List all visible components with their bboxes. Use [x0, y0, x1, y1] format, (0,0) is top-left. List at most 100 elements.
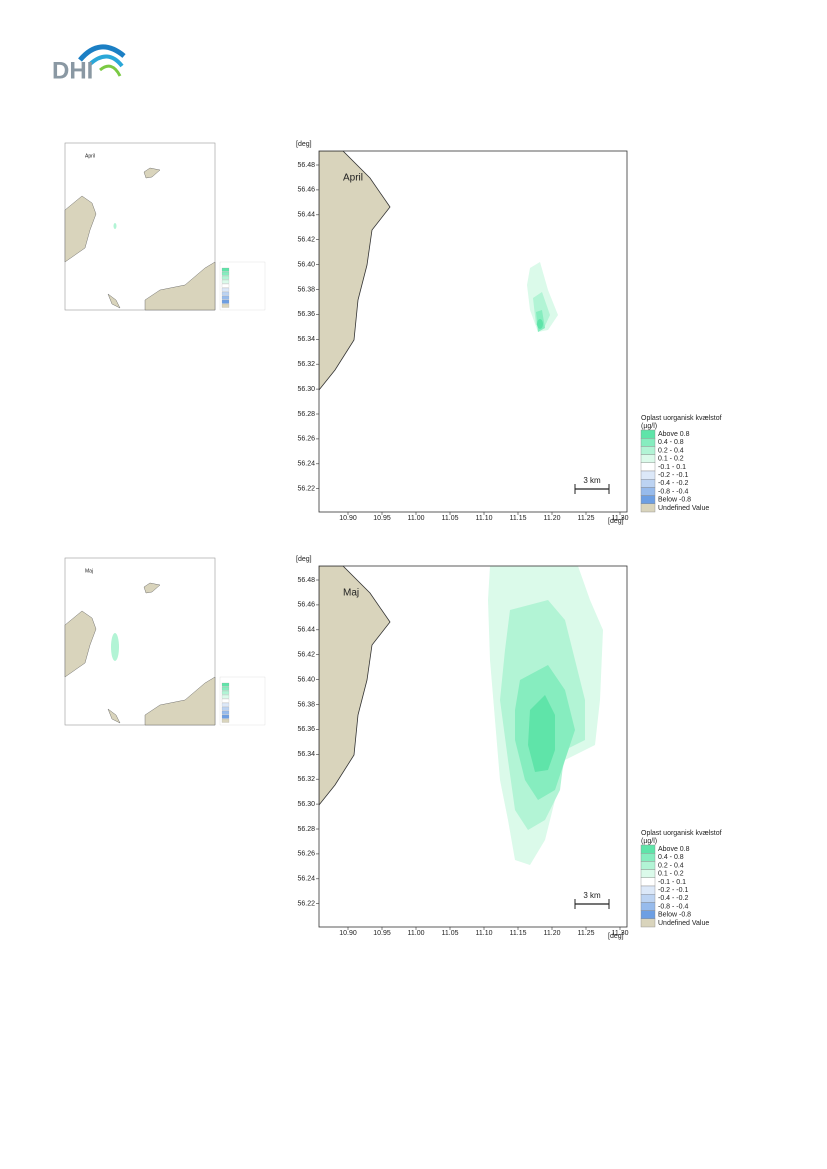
legend-title: Oplast uorganisk kvælstof	[641, 830, 722, 837]
y-tick-label: 56.22	[297, 901, 315, 908]
x-tick-label: 11.00	[408, 515, 425, 522]
overview-land	[107, 708, 121, 724]
overview-land	[144, 676, 216, 726]
x-tick-label: 11.15	[510, 515, 527, 522]
legend-label: Undefined Value	[658, 920, 709, 927]
x-axis-unit: [deg]	[608, 518, 624, 525]
map-area	[319, 566, 627, 927]
legend-label: 0.1 - 0.2	[658, 456, 684, 463]
y-tick-label: 56.38	[297, 286, 315, 293]
overview-legend-swatch	[221, 299, 230, 304]
overview-land	[64, 610, 97, 678]
legend-label: Undefined Value	[658, 505, 709, 512]
y-tick-label: 56.30	[297, 801, 315, 808]
logo: DHI	[52, 44, 126, 84]
y-tick-label: 56.22	[297, 486, 315, 493]
overview-legend-swatch	[221, 295, 230, 300]
overview-legend-swatch	[221, 718, 230, 723]
legend-swatch	[640, 902, 656, 911]
legend-label: Below -0.8	[658, 497, 691, 504]
overview-legend-swatch	[221, 682, 230, 687]
scale-bar-label: 3 km	[583, 891, 601, 900]
x-tick-label: 11.05	[442, 515, 459, 522]
legend-swatch	[640, 479, 656, 488]
panel-label: Maj	[343, 588, 359, 599]
map-panel: April April [deg] [deg] 10.90 10.95 11.00 11.05…	[64, 141, 722, 525]
x-tick-label: 11.10	[476, 930, 493, 937]
legend-swatch	[640, 918, 656, 928]
y-tick-label: 56.40	[297, 676, 315, 683]
legend-swatch	[640, 869, 656, 879]
legend-swatch	[640, 894, 656, 903]
legend-swatch	[640, 438, 656, 447]
legend-swatch	[640, 503, 656, 513]
overview-legend-swatch	[221, 283, 230, 288]
y-tick-label: 56.32	[297, 361, 315, 368]
legend-label: 0.4 - 0.8	[658, 439, 684, 446]
legend-swatch	[640, 487, 656, 496]
map-area	[319, 151, 627, 512]
legend-swatch	[640, 495, 656, 505]
legend-label: -0.2 - -0.1	[658, 887, 688, 894]
legend-label: -0.1 - 0.1	[658, 879, 686, 886]
x-tick-label: 11.25	[578, 515, 595, 522]
overview-label: Maj	[85, 568, 93, 574]
legend-swatch	[640, 446, 656, 455]
x-tick-label: 10.90	[339, 930, 357, 937]
legend-unit: (µg/l)	[641, 423, 657, 430]
legend-label: 0.4 - 0.8	[658, 854, 684, 861]
y-tick-label: 56.28	[297, 826, 315, 833]
land	[319, 566, 391, 806]
x-tick-label: 10.95	[373, 930, 391, 937]
legend-label: -0.4 - -0.2	[658, 480, 688, 487]
overview-legend-swatch	[221, 710, 230, 715]
logo-text: DHI	[52, 57, 93, 84]
panel-label: April	[343, 173, 363, 184]
overview-legend-swatch	[221, 267, 230, 272]
legend-label: Above 0.8	[658, 846, 690, 853]
y-tick-label: 56.48	[297, 162, 315, 169]
y-tick-label: 56.32	[297, 776, 315, 783]
legend-swatch	[640, 877, 656, 887]
x-tick-label: 10.95	[373, 515, 391, 522]
x-tick-label: 11.10	[476, 515, 493, 522]
legend-label: Below -0.8	[658, 912, 691, 919]
legend-swatch	[640, 910, 656, 920]
overview-land	[64, 195, 97, 263]
legend-label: -0.2 - -0.1	[658, 472, 688, 479]
x-tick-label: 11.05	[442, 930, 459, 937]
y-tick-label: 56.24	[297, 461, 315, 468]
overview-land	[143, 167, 161, 179]
y-tick-label: 56.30	[297, 386, 315, 393]
logo-arc	[88, 54, 124, 68]
y-tick-label: 56.26	[297, 436, 315, 443]
map-panel: Maj Maj [deg] [deg] 10.90 10.95 11.00 11.05 11.1…	[64, 556, 722, 940]
overview-legend-swatch	[221, 271, 230, 276]
legend-swatch	[640, 844, 656, 854]
legend-swatch	[640, 462, 656, 472]
y-tick-label: 56.24	[297, 876, 315, 883]
legend-swatch	[640, 470, 656, 480]
overview-legend-swatch	[221, 686, 230, 691]
overview-legend-swatch	[221, 291, 230, 296]
map-frame	[318, 565, 628, 928]
overview-plume	[113, 223, 117, 229]
overview-land	[143, 582, 161, 594]
y-tick-label: 56.44	[297, 212, 315, 219]
x-tick-label: 11.30	[612, 515, 629, 522]
x-tick-label: 10.90	[339, 515, 357, 522]
x-tick-label: 11.30	[612, 930, 629, 937]
legend-title: Oplast uorganisk kvælstof	[641, 415, 722, 422]
map-frame	[318, 150, 628, 513]
scale-bar-label: 3 km	[583, 476, 601, 485]
overview-land	[107, 293, 121, 309]
legend-label: -0.8 - -0.4	[658, 488, 688, 495]
overview-label: April	[85, 153, 95, 159]
y-tick-label: 56.40	[297, 261, 315, 268]
legend-label: Above 0.8	[658, 431, 690, 438]
overview-land	[144, 261, 216, 311]
legend-label: -0.8 - -0.4	[658, 903, 688, 910]
overview-legend-swatch	[221, 702, 230, 707]
